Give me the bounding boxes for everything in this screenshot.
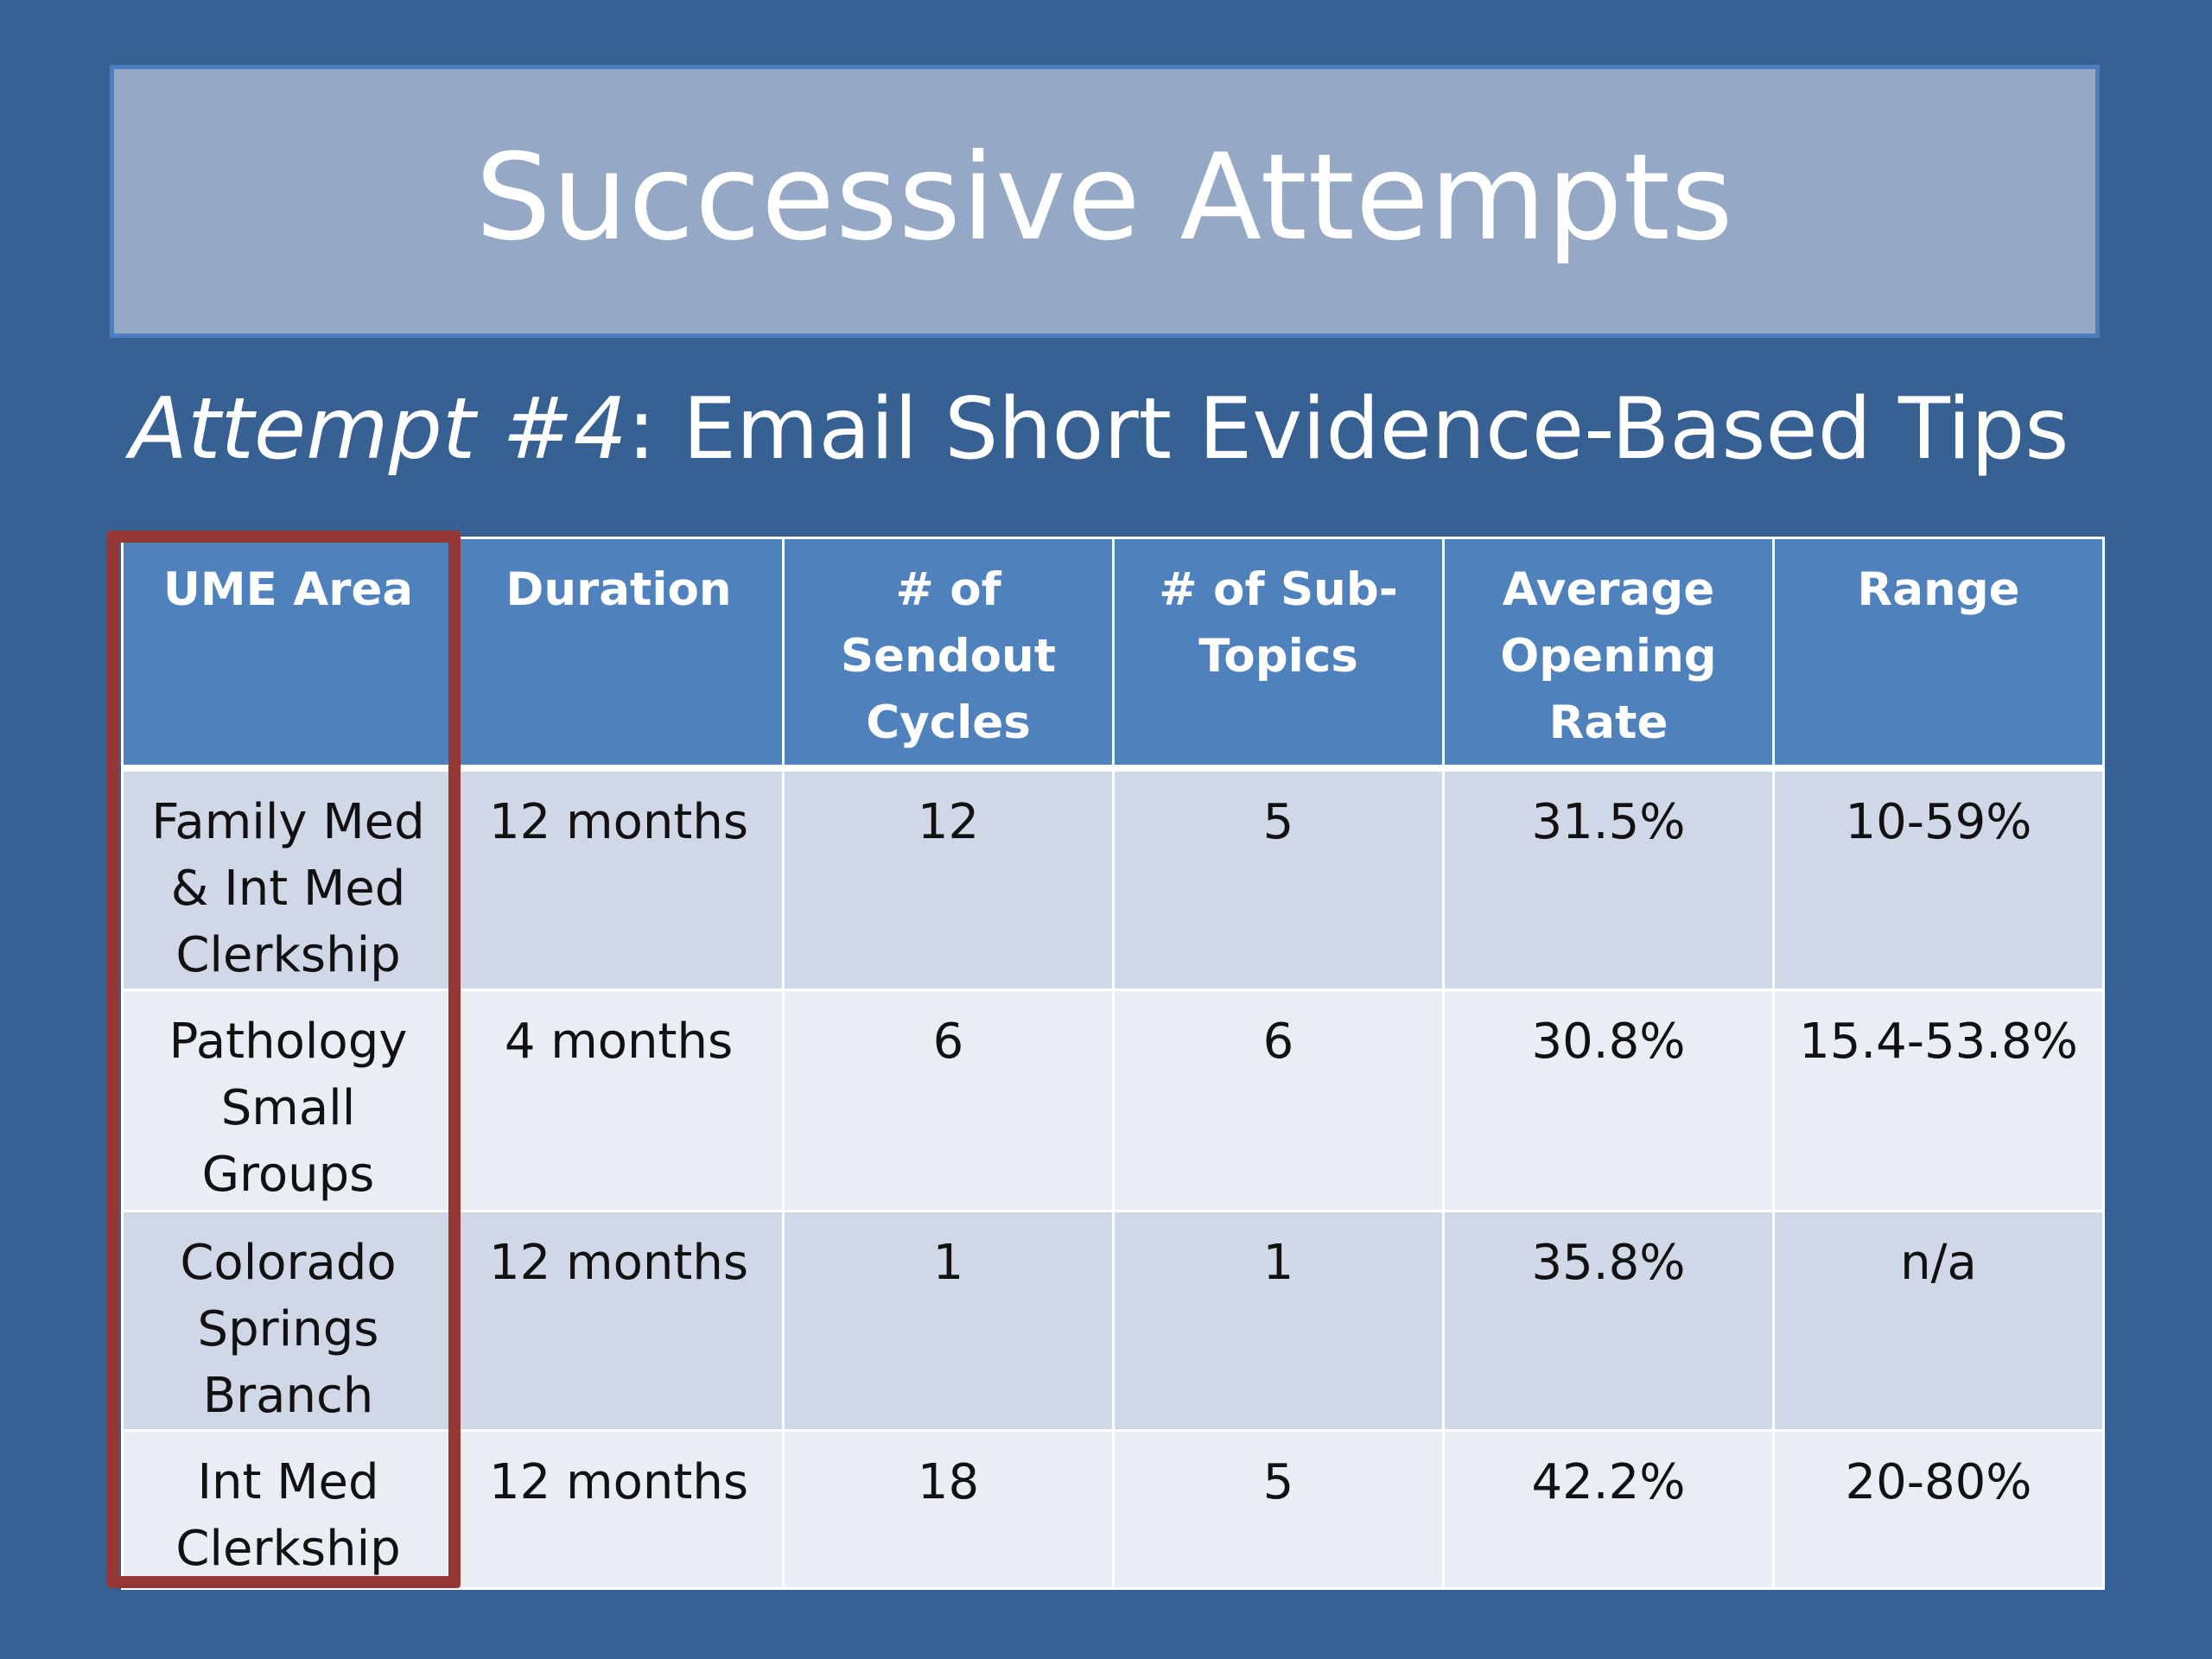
cell-average-opening-rate: 31.5% bbox=[1442, 766, 1775, 991]
cell-sub-topics: 1 bbox=[1112, 1210, 1445, 1432]
header-average-opening-rate: Average Opening Rate bbox=[1442, 537, 1775, 772]
table-row: Int Med Clerkship 12 months 18 5 42.2% 2… bbox=[121, 1429, 2105, 1590]
table-row: Colorado Springs Branch 12 months 1 1 35… bbox=[121, 1210, 2105, 1432]
cell-sub-topics: 5 bbox=[1112, 1429, 1445, 1590]
header-duration: Duration bbox=[453, 537, 785, 772]
cell-duration: 4 months bbox=[453, 988, 785, 1212]
slide-title: Successive Attempts bbox=[475, 127, 1734, 267]
subtitle-text: : Email Short Evidence-Based Tips bbox=[626, 380, 2069, 479]
cell-sendout-cycles: 6 bbox=[782, 988, 1115, 1212]
header-ume-area: UME Area bbox=[121, 537, 455, 772]
title-box: Successive Attempts bbox=[110, 65, 2100, 338]
subtitle-attempt-label: Attempt #4 bbox=[130, 380, 627, 479]
cell-sendout-cycles: 1 bbox=[782, 1210, 1115, 1432]
header-sendout-cycles: # of Sendout Cycles bbox=[782, 537, 1115, 772]
cell-range: n/a bbox=[1772, 1210, 2105, 1432]
cell-ume-area: Colorado Springs Branch bbox=[121, 1210, 455, 1432]
cell-sub-topics: 5 bbox=[1112, 766, 1445, 991]
cell-ume-area: Family Med & Int Med Clerkship bbox=[121, 766, 455, 991]
cell-sub-topics: 6 bbox=[1112, 988, 1445, 1212]
cell-average-opening-rate: 30.8% bbox=[1442, 988, 1775, 1212]
cell-ume-area: Int Med Clerkship bbox=[121, 1429, 455, 1590]
header-sub-topics: # of Sub-Topics bbox=[1112, 537, 1445, 772]
table-header-row: UME Area Duration # of Sendout Cycles # … bbox=[121, 537, 2105, 772]
cell-average-opening-rate: 42.2% bbox=[1442, 1429, 1775, 1590]
table-row: Pathology Small Groups 4 months 6 6 30.8… bbox=[121, 988, 2105, 1212]
cell-sendout-cycles: 12 bbox=[782, 766, 1115, 991]
cell-range: 15.4-53.8% bbox=[1772, 988, 2105, 1212]
cell-duration: 12 months bbox=[453, 1429, 785, 1590]
slide-subtitle: Attempt #4: Email Short Evidence-Based T… bbox=[130, 380, 2069, 479]
cell-ume-area: Pathology Small Groups bbox=[121, 988, 455, 1212]
cell-average-opening-rate: 35.8% bbox=[1442, 1210, 1775, 1432]
cell-duration: 12 months bbox=[453, 1210, 785, 1432]
attempts-table: UME Area Duration # of Sendout Cycles # … bbox=[121, 537, 2105, 1590]
cell-sendout-cycles: 18 bbox=[782, 1429, 1115, 1590]
table-row: Family Med & Int Med Clerkship 12 months… bbox=[121, 766, 2105, 991]
cell-duration: 12 months bbox=[453, 766, 785, 991]
header-range: Range bbox=[1772, 537, 2105, 772]
cell-range: 20-80% bbox=[1772, 1429, 2105, 1590]
cell-range: 10-59% bbox=[1772, 766, 2105, 991]
